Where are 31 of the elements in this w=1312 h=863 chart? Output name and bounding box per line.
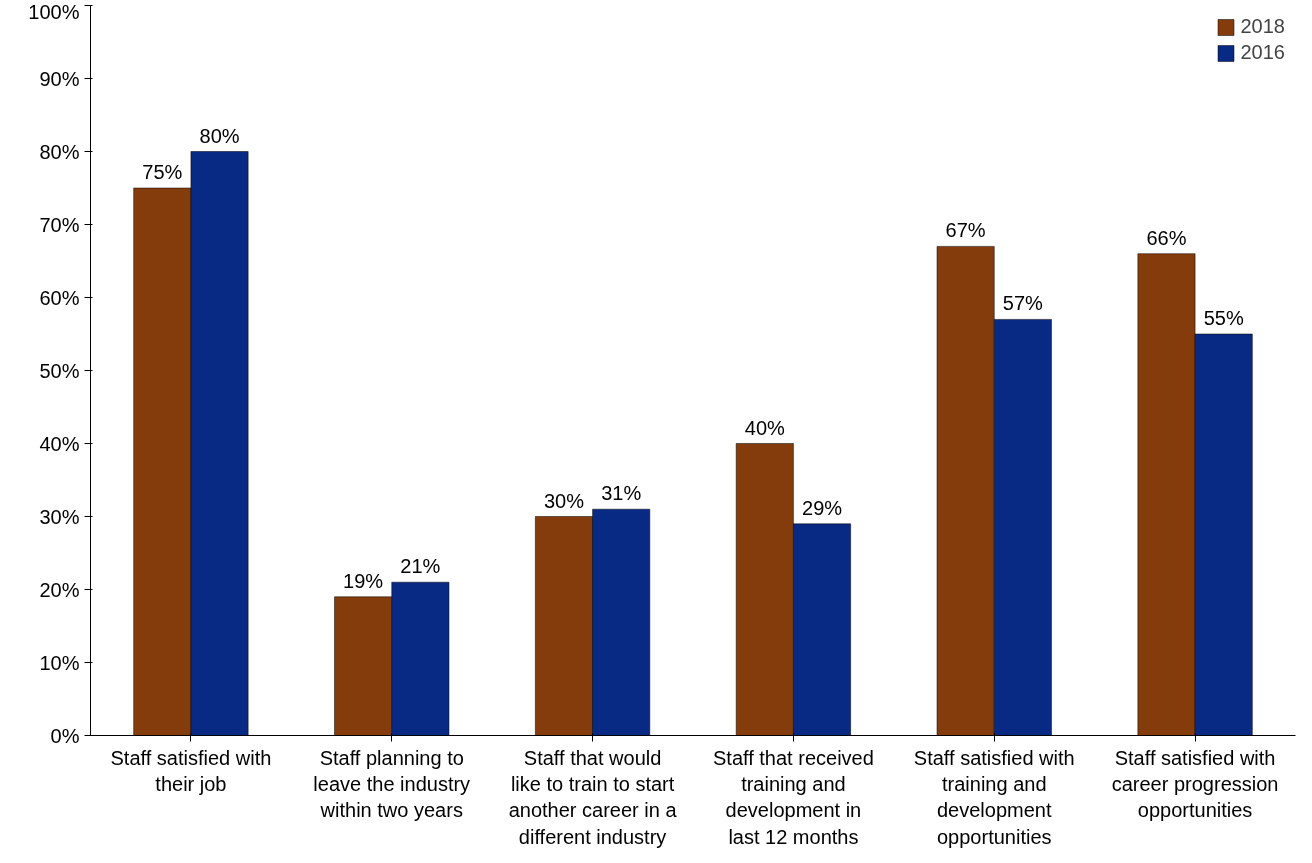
y-tick-label: 100% (28, 0, 80, 23)
y-tick-label: 80% (39, 140, 80, 163)
legend-label: 2018 (1240, 15, 1285, 38)
data-label: 40% (744, 416, 786, 439)
y-tick-label: 0% (50, 724, 80, 747)
x-tick-label: Staff planning to leave the industry within two years (313, 746, 471, 822)
data-label: 31% (601, 482, 642, 505)
data-label: 75% (142, 161, 183, 183)
data-label: 66% (1146, 226, 1187, 249)
y-tick-label: 40% (39, 432, 80, 455)
y-tick-label: 90% (39, 67, 80, 90)
legend-label: 2016 (1240, 41, 1285, 64)
data-label: 67% (945, 219, 986, 242)
data-label: 21% (400, 555, 441, 578)
data-label: 30% (543, 489, 585, 512)
y-tick-label: 70% (39, 213, 80, 236)
y-tick-label: 60% (39, 286, 80, 309)
x-tick-label: Staff satisfied with their job (110, 746, 272, 795)
data-label: 55% (1203, 307, 1244, 329)
data-label: 80% (199, 124, 240, 147)
x-tick-label: Staff that received training and development in last 12 months (713, 746, 874, 848)
data-label: 19% (343, 569, 384, 592)
data-label: 29% (802, 496, 843, 519)
y-tick-label: 30% (39, 505, 80, 528)
y-tick-label: 20% (39, 578, 80, 601)
y-tick-label: 50% (39, 359, 80, 382)
x-tick-label: Staff that would like to train to start another career in a different industry (508, 746, 678, 848)
y-tick-label: 10% (39, 651, 80, 674)
x-tick-label: Staff satisfied with career progression opportunities (1111, 746, 1279, 822)
x-tick-label: Staff satisfied with training and development opportunities (913, 746, 1075, 848)
data-label: 57% (1002, 292, 1044, 315)
